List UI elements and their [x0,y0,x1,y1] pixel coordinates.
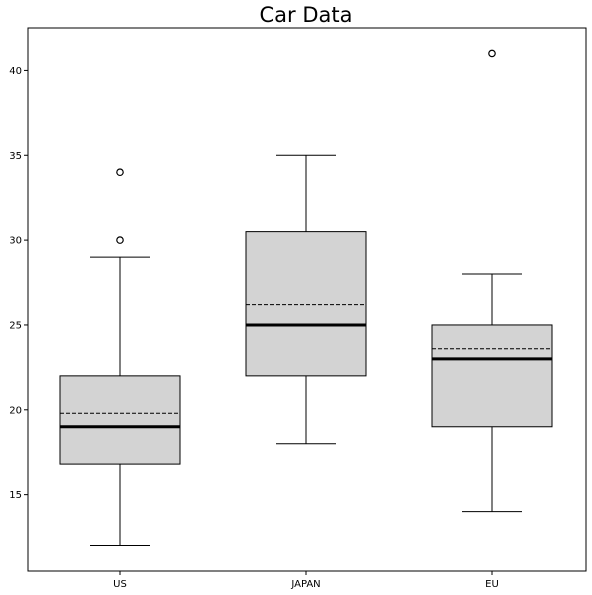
iqr-box [245,231,367,377]
outlier-point [116,168,124,177]
box-series [59,49,553,547]
chart-title: Car Data [260,3,353,27]
iqr-box [431,324,553,428]
plot-frame [27,27,587,572]
x-axis: US JAPAN EU [113,571,499,590]
y-tick-label: 35 [9,151,22,162]
outlier-point [116,236,124,244]
iqr-box [59,375,181,465]
x-tick-label: EU [485,579,499,590]
box-eu [431,49,553,513]
y-axis: 15 20 25 30 35 40 [9,66,28,501]
outlier-point [488,49,496,58]
y-tick-label: 20 [9,405,22,416]
y-tick-label: 25 [9,320,22,331]
y-tick-label: 30 [9,236,22,247]
x-tick-label: JAPAN [290,579,320,590]
x-tick-label: US [113,579,127,590]
y-tick-label: 15 [9,490,22,501]
box-japan [245,154,367,445]
box-us [59,168,181,547]
y-tick-label: 40 [9,66,22,77]
